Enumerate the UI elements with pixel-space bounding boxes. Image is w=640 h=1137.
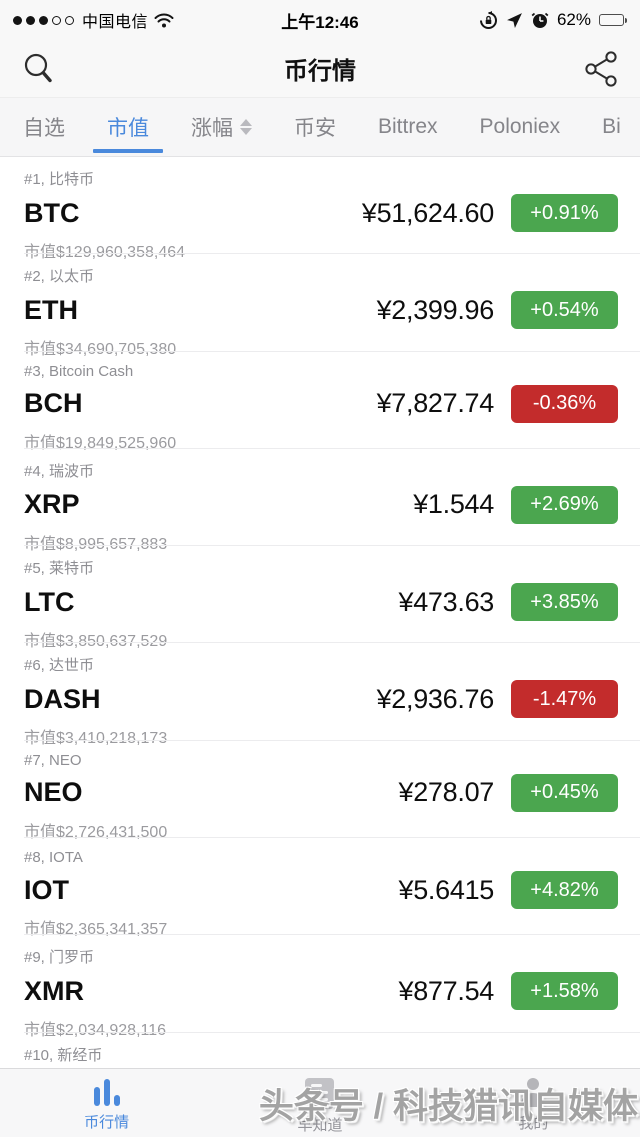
coin-price: ¥2,399.96 [376,294,495,325]
tab-favorites[interactable]: 自选 [23,117,65,140]
coin-row-xem[interactable]: #10, 新经币 XEM ¥1.2582 +0.96% [0,1033,640,1068]
status-right: 62% [479,10,627,30]
coin-rank: #2, 以太币 [24,268,95,286]
coin-row-bch[interactable]: #3, Bitcoin Cash BCH ¥7,827.74 -0.36% 市值… [0,352,640,452]
alarm-icon [531,12,549,28]
change-badge: +0.91% [511,194,618,232]
nav-label: 我的 [518,1115,549,1132]
coin-row-ltc[interactable]: #5, 莱特币 LTC ¥473.63 +3.85% 市值$3,850,637,… [0,546,640,650]
coin-list: #1, 比特币 BTC ¥51,624.60 +0.91% 市值$129,960… [0,157,640,1068]
orientation-lock-icon [479,10,497,29]
coin-rank: #5, 莱特币 [24,560,95,578]
nav-label: 币行情 [84,1114,130,1131]
coin-symbol: XMR [24,975,84,1006]
coin-rank: #10, 新经币 [24,1046,103,1064]
tab-bitfinex[interactable]: Bi [602,115,621,138]
news-doc-icon [305,1078,335,1109]
coin-price: ¥5.6415 [398,874,495,905]
status-bar: 中国电信 上午12:46 [0,0,640,40]
tab-change[interactable]: 涨幅 [191,98,252,156]
coin-symbol: ETH [24,294,78,325]
battery-icon [599,14,627,26]
coin-price: ¥877.54 [398,975,495,1006]
page-title: 币行情 [284,58,356,85]
cell-signal-icon [13,15,74,25]
battery-percent-label: 62% [556,10,591,29]
change-badge: +0.45% [511,773,618,812]
coin-price: ¥51,624.60 [361,197,494,228]
coin-rank: #8, IOTA [24,849,83,867]
coin-symbol: DASH [24,683,101,714]
watermark-text: 头条号 / 科技猎讯自媒体 [258,1087,638,1126]
coin-symbol: IOT [24,874,69,905]
search-icon [24,53,52,83]
nav-item-market[interactable]: 币行情 [0,1069,213,1137]
coin-symbol: NEO [24,777,83,808]
coin-rank: #9, 门罗币 [24,949,95,967]
coin-symbol: XRP [24,489,80,520]
coin-row-iot[interactable]: #8, IOTA IOT ¥5.6415 +4.82% 市值$2,365,341… [0,838,640,938]
tab-market-cap[interactable]: 市值 [93,98,163,156]
change-badge: -1.47% [511,680,618,719]
location-icon [507,12,522,28]
coin-price: ¥2,936.76 [376,683,495,714]
coin-symbol: LTC [24,586,75,617]
nav-item-news[interactable]: 早知道 [213,1069,426,1137]
coin-rank: #1, 比特币 [24,171,95,188]
coin-row-dash[interactable]: #6, 达世币 DASH ¥2,936.76 -1.47% 市值$3,410,2… [0,643,640,747]
coin-rank: #4, 瑞波币 [24,462,95,480]
coin-row-btc[interactable]: #1, 比特币 BTC ¥51,624.60 +0.91% 市值$129,960… [0,157,640,261]
coin-price: ¥473.63 [398,586,495,617]
change-badge: -0.36% [511,384,618,423]
coin-row-neo[interactable]: #7, NEO NEO ¥278.07 +0.45% 市值$2,726,431,… [0,741,640,841]
bar-chart-icon [91,1078,123,1106]
app-header: 币行情 [0,40,640,98]
wifi-icon [154,13,174,27]
search-button[interactable] [18,48,60,90]
change-badge: +4.82% [511,871,618,910]
share-icon [585,51,617,87]
coin-price: ¥1.544 [413,489,494,520]
market-tab-bar: 自选 市值 涨幅 币安 Bittrex Poloniex Bi [0,98,640,157]
coin-rank: #3, Bitcoin Cash [24,362,134,380]
bottom-nav: 币行情 早知道 我的 [0,1068,640,1137]
coin-price: ¥7,827.74 [376,388,495,419]
tab-binance[interactable]: 币安 [294,117,336,140]
tab-bittrex[interactable]: Bittrex [378,115,438,138]
status-left: 中国电信 [13,8,174,32]
coin-symbol: BTC [24,197,80,228]
change-badge: +1.58% [511,972,618,1011]
tab-poloniex[interactable]: Poloniex [479,115,561,138]
nav-label: 早知道 [297,1117,343,1134]
change-badge: +3.85% [511,583,618,622]
coin-row-xrp[interactable]: #4, 瑞波币 XRP ¥1.544 +2.69% 市值$8,995,657,8… [0,449,640,553]
nav-item-profile[interactable]: 我的 [427,1069,640,1137]
coin-price: ¥278.07 [398,777,495,808]
change-badge: +0.54% [511,291,618,330]
coin-rank: #7, NEO [24,751,82,769]
share-button[interactable] [580,48,622,90]
change-badge: +2.69% [511,485,618,524]
tab-change-label: 涨幅 [191,117,233,140]
coin-row-xmr[interactable]: #9, 门罗币 XMR ¥877.54 +1.58% 市值$2,034,928,… [0,935,640,1039]
sort-icon [240,119,252,135]
carrier-label: 中国电信 [82,14,149,31]
coin-symbol: BCH [24,388,83,419]
coin-row-eth[interactable]: #2, 以太币 ETH ¥2,399.96 +0.54% 市值$34,690,7… [0,254,640,358]
coin-rank: #6, 达世币 [24,657,95,675]
person-icon [518,1078,548,1107]
